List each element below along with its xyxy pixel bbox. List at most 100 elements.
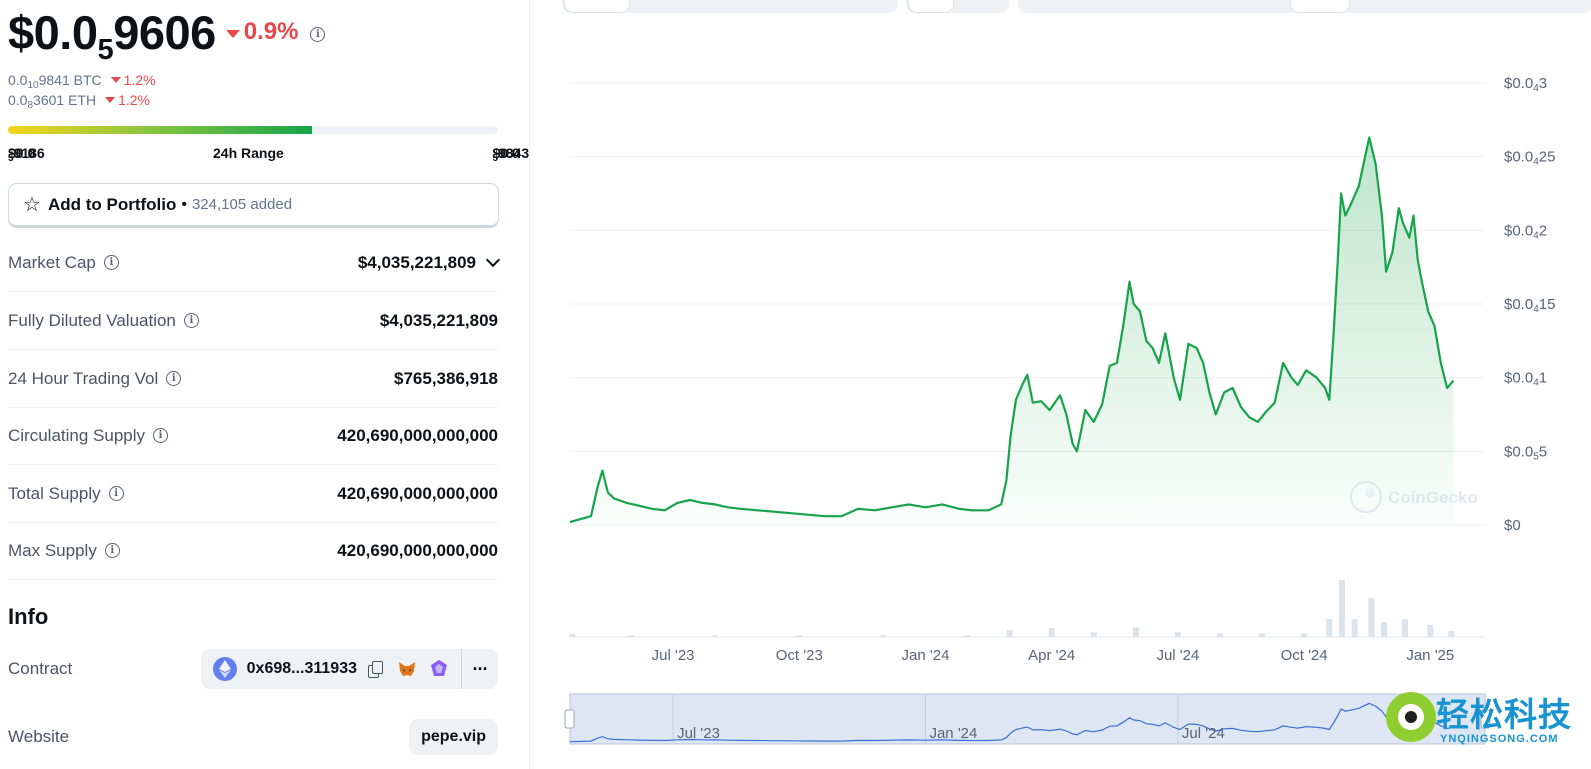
navigator-line [569,702,1454,743]
stat-total-supply: Total Supply i 420,690,000,000,000 [8,465,498,523]
chevron-down-icon[interactable] [485,252,501,268]
btc-price-row: 0.0109841 BTC 1.2% [8,72,156,91]
add-to-portfolio-label: Add to Portfolio [47,194,177,214]
website-link[interactable]: pepe.vip [409,719,498,755]
navigator-left-handle[interactable] [564,709,575,729]
info-icon[interactable]: i [104,543,120,558]
volume-bar [1259,633,1266,637]
watermark-cn-text: 轻松科技 [1436,695,1572,734]
navigator-tick-label: Jul '23 [677,725,720,742]
x-tick-label: Oct '24 [1281,647,1328,664]
website-row: Website pepe.vip [8,718,498,756]
volume-bar [1216,633,1223,637]
info-icon[interactable]: i [153,428,169,443]
volume-bar [880,635,887,637]
info-icon[interactable]: i [103,255,119,270]
coin-overview-panel: $0.059606 0.9% i 0.0109841 BTC 1.2% 0.08… [0,0,530,769]
volume-bar [1448,631,1455,637]
y-tick-label: $0.041 [1504,370,1547,389]
chart-type-tabs[interactable] [562,0,898,13]
website-label: Website [8,727,70,746]
volume-bar [1351,619,1358,637]
contract-address[interactable]: 0x698...311933 [246,660,357,677]
price-area [570,137,1454,525]
volume-bar [1326,619,1333,637]
info-heading: Info [8,604,49,629]
watermark-logo-icon [1386,692,1436,742]
volume-bar [964,635,971,637]
volume-bar [1006,629,1013,637]
stat-circulating-supply: Circulating Supply i 420,690,000,000,000 [8,407,498,465]
24h-range-labels: $0.0 5 9186 24h Range $0.0 5 9843 [8,145,529,164]
volume-bar [1301,633,1308,637]
navigator-tick-label: Jul '24 [1182,725,1225,742]
chart-tab-active[interactable] [564,0,630,13]
24h-range-fill [8,126,312,134]
x-tick-label: Oct '23 [776,647,823,664]
wallet-connect-icon[interactable] [429,659,449,679]
btc-change: 1.2% [123,72,156,88]
range-label: 24h Range [213,145,284,161]
time-range-tab-active[interactable] [1290,0,1350,13]
volume-bar [628,635,634,637]
coingecko-watermark: CoinGecko [1350,481,1478,513]
btc-down-arrow-icon [110,77,121,83]
metamask-icon[interactable] [397,659,417,679]
chart-style-tab-active[interactable] [908,0,954,13]
navigator-labels: Jul '23 Jan '24 Jul '24 [677,725,1225,742]
y-tick-label: $0.0415 [1504,296,1555,315]
stat-max-supply: Max Supply i 420,690,000,000,000 [8,522,498,580]
y-tick-label: $0.042 [1504,222,1547,241]
coingecko-watermark-text: CoinGecko [1388,488,1478,507]
stat-label: Market Cap [8,252,96,272]
star-icon: ☆ [23,193,41,216]
eth-change: 1.2% [118,92,150,108]
eth-down-arrow-icon [105,97,116,103]
volume-bar [1048,628,1055,637]
x-tick-label: Jan '25 [1406,647,1454,664]
price-line [569,136,1455,524]
volume-bar [1338,580,1345,637]
watermark-sub-text: YNQINGSONG.COM [1440,733,1559,745]
stat-fully-diluted-valuation: Fully Diluted Valuation i $4,035,221,809 [8,292,498,350]
chart-x-axis: Jul '23 Oct '23 Jan '24 Apr '24 Jul '24 Oct '… [652,647,1455,664]
stat-label: Total Supply [8,483,101,503]
stat-value: $4,035,221,809 [357,252,476,272]
volume-bar [1368,598,1375,637]
info-icon[interactable]: i [166,371,182,386]
stat-24h-trading-volume: 24 Hour Trading Vol i $765,386,918 [8,350,498,408]
current-price: $0.059606 [8,5,216,66]
add-to-portfolio-button[interactable]: ☆ Add to Portfolio • 324,105 added [8,183,499,228]
stat-value: 420,690,000,000,000 [337,540,498,560]
y-tick-label: $0 [1504,517,1521,534]
stat-market-cap[interactable]: Market Cap i $4,035,221,809 [8,234,501,292]
24h-range-bar [8,126,498,134]
y-tick-label: $0.055 [1504,443,1547,462]
more-options-button[interactable]: ··· [472,658,489,679]
y-tick-label: $0.043 [1504,75,1547,94]
volume-bar [1402,619,1409,637]
eth-price-row: 0.083601 ETH 1.2% [8,92,150,111]
info-icon[interactable]: i [183,313,199,328]
stat-label: Circulating Supply [8,425,146,445]
volume-bar [1427,625,1434,637]
x-tick-label: Jul '23 [652,647,695,664]
price-change: 0.9% [243,18,299,45]
portfolio-separator: • [181,195,187,213]
btc-price: 0.0109841 BTC [8,72,102,91]
contract-label: Contract [8,659,73,678]
copy-icon[interactable] [367,661,383,678]
volume-bar [569,634,576,637]
navigator-right-handle[interactable] [1480,709,1491,729]
price-chart[interactable]: $0 $0.055 $0.041 $0.0415 $0.042 $0.0425 $0.043… [540,20,1591,760]
price-info-icon[interactable]: i [310,26,326,42]
x-tick-label: Jul '24 [1156,647,1199,664]
price-down-arrow-icon [225,29,240,38]
stat-value: $765,386,918 [394,368,498,388]
y-tick-label: $0.0425 [1504,149,1555,168]
volume-bar [1381,622,1388,637]
pill-divider [461,649,462,689]
range-low: $0.0 5 9186 [8,145,45,164]
info-icon[interactable]: i [108,486,124,501]
price-header: $0.059606 0.9% i [8,4,326,66]
